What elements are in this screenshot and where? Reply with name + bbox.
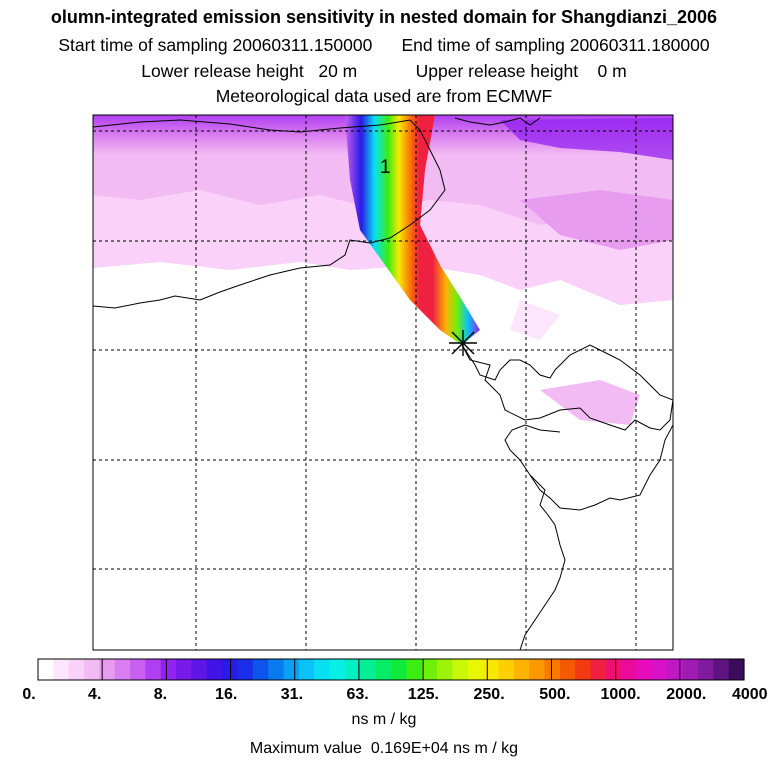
sensitivity-top-core	[500, 118, 673, 160]
colorbar-segment	[329, 659, 346, 680]
colorbar-segment	[713, 659, 730, 680]
colorbar-segment	[176, 659, 193, 680]
lower-release-value: 20 m	[318, 61, 358, 81]
coastline-bay	[461, 344, 673, 431]
receptor-star-icon	[449, 330, 477, 356]
colorbar-segment	[160, 659, 177, 680]
colorbar-segment	[130, 659, 147, 680]
colorbar-segment	[206, 659, 223, 680]
colorbar-segment	[344, 659, 361, 680]
colorbar	[37, 658, 745, 681]
colorbar-segment	[283, 659, 300, 680]
colorbar-segment	[391, 659, 407, 680]
colorbar-segment	[114, 659, 131, 680]
map-area: 1	[93, 115, 673, 650]
colorbar-segment	[406, 659, 423, 680]
sampling-times: Start time of sampling 20060311.150000 E…	[0, 35, 768, 55]
colorbar-segment	[590, 659, 607, 680]
colorbar-tick-label: 31.	[280, 686, 304, 703]
sensitivity-field-patch	[520, 190, 673, 250]
colorbar-tick-label: 125.	[407, 686, 439, 703]
colorbar-segment	[437, 659, 453, 680]
coastline-peninsula	[504, 424, 673, 511]
colorbar-segment	[84, 659, 100, 680]
colorbar-segment	[237, 659, 254, 680]
colorbar-segment	[575, 659, 592, 680]
colorbar-tick-label: 4.	[88, 686, 102, 703]
colorbar-tick-label: 1000.	[600, 686, 641, 703]
colorbar-segment	[636, 659, 653, 680]
end-time-value: 20060311.180000	[569, 35, 710, 55]
start-time-value: 20060311.150000	[232, 35, 373, 55]
colorbar-segment	[452, 659, 469, 680]
colorbar-tick-label: 2000.	[666, 686, 707, 703]
colorbar-segment	[191, 659, 208, 680]
colorbar-segment	[360, 659, 377, 680]
coastline-north	[93, 119, 446, 309]
colorbar-segment	[99, 659, 116, 680]
max-value: 0.169E+04	[370, 740, 449, 757]
colorbar-tick-label: 4000.	[731, 686, 768, 703]
colorbar-segment	[621, 659, 638, 680]
colorbar-tick-label: 500.	[539, 686, 571, 703]
max-label: Maximum value	[249, 740, 362, 757]
sensitivity-field-east	[510, 300, 560, 340]
colorbar-segment	[483, 659, 500, 680]
max-units: ns m / kg	[453, 740, 519, 757]
colorbar-segment	[268, 659, 285, 680]
colorbar-tick-label: 8.	[153, 686, 168, 703]
plot-title: olumn-integrated emission sensitivity in…	[50, 7, 718, 27]
emission-plume	[345, 115, 480, 345]
colorbar-segment	[651, 659, 668, 680]
colorbar-segment	[667, 659, 684, 680]
colorbar-segment	[467, 659, 484, 680]
release-heights: Lower release height 20 m Upper release …	[0, 61, 768, 81]
colorbar-frame	[37, 658, 745, 681]
colorbar-segment	[53, 659, 70, 680]
colorbar-segment	[513, 659, 530, 680]
colorbar-tick-label: 63.	[346, 686, 369, 703]
colorbar-segment	[314, 659, 331, 680]
map-frame	[92, 114, 674, 651]
colorbar-tick-label: 0.	[22, 686, 36, 703]
colorbar-segment	[252, 659, 269, 680]
colorbar-segment	[498, 659, 515, 680]
colorbar-segment	[682, 659, 699, 680]
colorbar-units: ns m / kg	[351, 711, 417, 728]
plume-label: 1	[380, 157, 391, 178]
colorbar-segment	[298, 659, 315, 680]
colorbar-segment	[605, 659, 622, 680]
coastline-east	[519, 474, 566, 650]
end-time-label: End time of sampling	[401, 35, 565, 55]
colorbar-segment	[728, 659, 745, 680]
colorbar-segment	[421, 659, 438, 680]
met-data-source: Meteorological data used are from ECMWF	[215, 86, 553, 106]
upper-release-label: Upper release height	[415, 61, 579, 81]
maximum-value: Maximum value 0.169E+04 ns m / kg	[0, 740, 768, 758]
colorbar-segment	[38, 659, 54, 680]
colorbar-segment	[544, 659, 561, 680]
colorbar-segment	[145, 659, 162, 680]
upper-release-value: 0 m	[597, 61, 627, 81]
lower-release-label: Lower release height	[141, 61, 304, 81]
colorbar-segment	[559, 659, 576, 680]
colorbar-segment	[529, 659, 546, 680]
colorbar-tick-label: 250.	[473, 686, 505, 703]
start-time-label: Start time of sampling	[58, 35, 228, 55]
coastline-top	[454, 117, 541, 126]
sensitivity-field-south	[540, 380, 640, 425]
colorbar-segment	[375, 659, 392, 680]
colorbar-segment	[68, 659, 85, 680]
colorbar-tick-label: 16.	[215, 686, 238, 703]
colorbar-segment	[697, 659, 714, 680]
graticule	[93, 115, 673, 650]
